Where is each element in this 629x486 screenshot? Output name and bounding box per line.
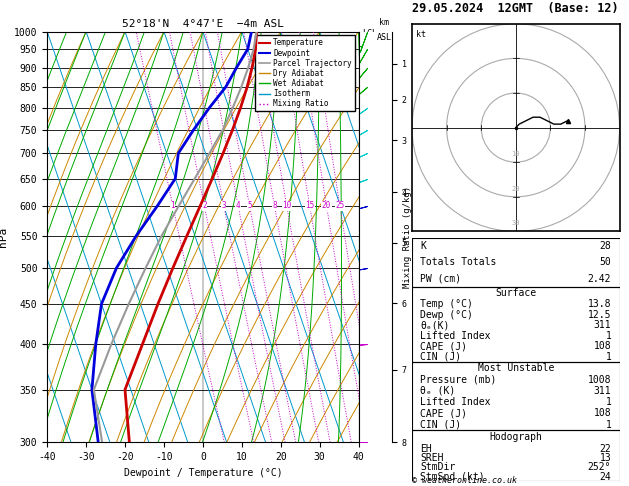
Text: 28: 28 (599, 241, 611, 251)
Text: 13.8: 13.8 (587, 299, 611, 309)
Text: 1: 1 (170, 201, 175, 210)
Text: 1: 1 (605, 352, 611, 362)
Text: PW (cm): PW (cm) (420, 274, 462, 284)
Y-axis label: hPa: hPa (0, 227, 8, 247)
Text: CIN (J): CIN (J) (420, 419, 462, 430)
Text: Mixing Ratio (g/kg): Mixing Ratio (g/kg) (403, 186, 412, 288)
Text: 25: 25 (335, 201, 345, 210)
Text: 29.05.2024  12GMT  (Base: 12): 29.05.2024 12GMT (Base: 12) (412, 1, 618, 15)
Text: StmSpd (kt): StmSpd (kt) (420, 471, 485, 482)
Text: km: km (379, 18, 389, 28)
Text: CIN (J): CIN (J) (420, 352, 462, 362)
Text: 12.5: 12.5 (587, 310, 611, 320)
Text: 1008: 1008 (587, 375, 611, 385)
Text: 5: 5 (247, 201, 252, 210)
Text: 2.42: 2.42 (587, 274, 611, 284)
Legend: Temperature, Dewpoint, Parcel Trajectory, Dry Adiabat, Wet Adiabat, Isotherm, Mi: Temperature, Dewpoint, Parcel Trajectory… (255, 35, 355, 111)
Text: 1: 1 (605, 331, 611, 341)
Text: CAPE (J): CAPE (J) (420, 408, 467, 418)
Text: EH: EH (420, 444, 432, 454)
Text: 3: 3 (221, 201, 226, 210)
Text: 311: 311 (594, 386, 611, 396)
Text: 13: 13 (599, 453, 611, 463)
Text: Most Unstable: Most Unstable (477, 363, 554, 373)
Text: Lifted Index: Lifted Index (420, 397, 491, 407)
Text: 8: 8 (272, 201, 277, 210)
Text: Hodograph: Hodograph (489, 433, 542, 442)
Text: Pressure (mb): Pressure (mb) (420, 375, 497, 385)
Text: 311: 311 (594, 320, 611, 330)
Text: 30: 30 (511, 220, 520, 226)
Text: 252°: 252° (587, 463, 611, 472)
Text: StmDir: StmDir (420, 463, 455, 472)
Text: 22: 22 (599, 444, 611, 454)
Text: K: K (420, 241, 426, 251)
Text: θₑ(K): θₑ(K) (420, 320, 450, 330)
Text: 10: 10 (282, 201, 291, 210)
Text: CAPE (J): CAPE (J) (420, 341, 467, 351)
Text: 1: 1 (605, 419, 611, 430)
Text: © weatheronline.co.uk: © weatheronline.co.uk (412, 476, 517, 485)
Text: Surface: Surface (495, 288, 537, 298)
Text: 24: 24 (599, 471, 611, 482)
Text: Dewp (°C): Dewp (°C) (420, 310, 473, 320)
Text: 10: 10 (511, 151, 520, 157)
Text: kt: kt (416, 30, 426, 39)
Text: SREH: SREH (420, 453, 444, 463)
Title: 52°18'N  4°47'E  −4m ASL: 52°18'N 4°47'E −4m ASL (122, 19, 284, 30)
Text: 20: 20 (322, 201, 331, 210)
X-axis label: Dewpoint / Temperature (°C): Dewpoint / Temperature (°C) (123, 468, 282, 478)
Text: 15: 15 (305, 201, 314, 210)
Text: 108: 108 (594, 341, 611, 351)
Text: 50: 50 (599, 258, 611, 267)
Text: 108: 108 (594, 408, 611, 418)
Text: 4: 4 (236, 201, 240, 210)
Text: ASL: ASL (377, 33, 391, 42)
Text: θₑ (K): θₑ (K) (420, 386, 455, 396)
Text: Totals Totals: Totals Totals (420, 258, 497, 267)
Text: 2: 2 (202, 201, 206, 210)
Text: Temp (°C): Temp (°C) (420, 299, 473, 309)
Text: 20: 20 (511, 186, 520, 191)
Text: Lifted Index: Lifted Index (420, 331, 491, 341)
Text: 1: 1 (605, 397, 611, 407)
Text: LCL: LCL (362, 29, 377, 38)
